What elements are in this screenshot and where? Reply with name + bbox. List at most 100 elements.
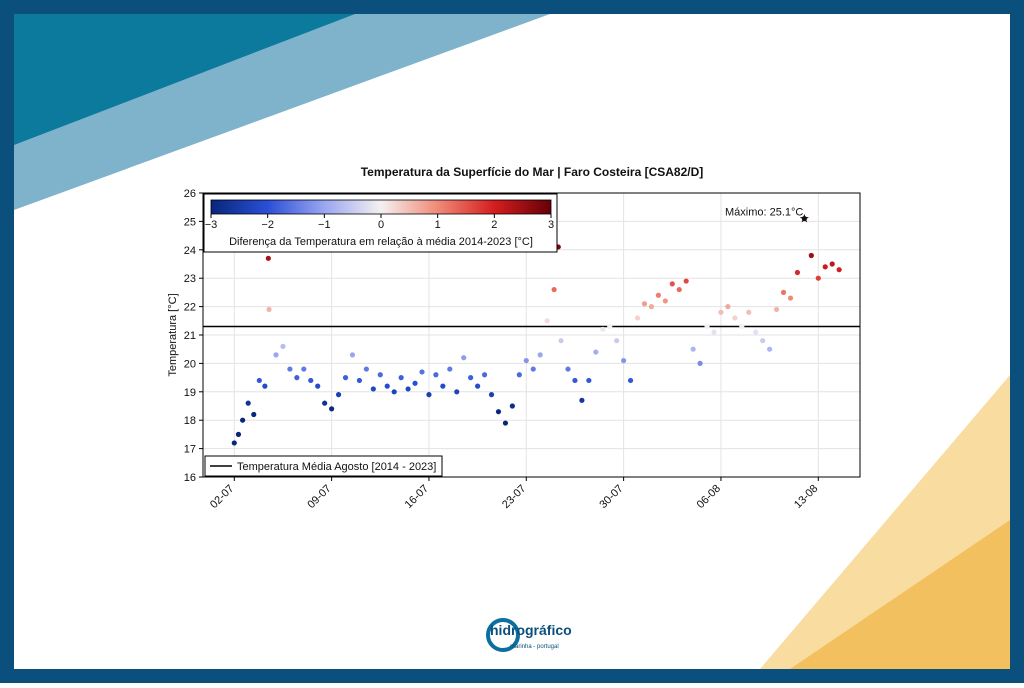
point — [836, 267, 842, 273]
decor — [790, 520, 1010, 669]
point — [794, 269, 801, 276]
colorbar-label: Diferença da Temperatura em relação à mé… — [229, 236, 533, 248]
point — [266, 306, 272, 313]
point — [398, 375, 404, 381]
point — [426, 392, 432, 398]
point — [475, 383, 481, 389]
point — [419, 369, 425, 375]
y-tick-label: 26 — [184, 188, 196, 200]
y-axis-label: Temperatura [°C] — [167, 293, 179, 376]
point — [356, 377, 363, 384]
logo-tagline: marinha - portugal — [510, 644, 559, 650]
point — [801, 215, 807, 222]
point — [655, 292, 661, 298]
point — [329, 406, 335, 412]
point — [405, 386, 411, 392]
point — [537, 352, 543, 358]
point — [829, 261, 835, 267]
point — [363, 366, 369, 372]
decor — [14, 14, 355, 145]
point — [607, 323, 613, 330]
point — [600, 326, 606, 332]
colorbar-tick-label: 1 — [435, 219, 441, 231]
point — [558, 338, 564, 344]
point — [440, 383, 446, 389]
point — [370, 386, 376, 392]
point — [273, 352, 279, 358]
point — [697, 360, 703, 366]
point — [433, 372, 439, 378]
point — [342, 375, 349, 381]
point — [551, 286, 557, 293]
logo-name: hidrográfico — [490, 622, 572, 638]
point — [683, 278, 689, 284]
point — [780, 289, 787, 295]
point — [565, 366, 571, 372]
point — [256, 377, 262, 384]
point — [614, 338, 620, 344]
point — [235, 431, 242, 437]
y-tick-label: 18 — [184, 415, 196, 427]
point — [753, 329, 759, 335]
point — [648, 304, 655, 310]
point — [412, 380, 418, 386]
y-tick-label: 17 — [184, 444, 196, 456]
point — [808, 252, 814, 259]
colorbar — [210, 199, 552, 215]
point — [690, 346, 696, 352]
point — [481, 372, 488, 378]
y-tick-label: 24 — [184, 245, 196, 257]
point — [593, 349, 599, 355]
point — [516, 372, 522, 378]
point — [732, 315, 738, 321]
point — [468, 375, 474, 381]
colorbar-tick-label: −2 — [261, 219, 274, 231]
y-tick-label: 16 — [184, 472, 196, 484]
point — [725, 304, 731, 310]
point — [711, 329, 717, 335]
legend-label: Temperatura Média Agosto [2014 - 2023] — [237, 461, 436, 473]
point — [669, 281, 675, 287]
colorbar-tick-label: 3 — [548, 219, 554, 231]
y-tick-label: 25 — [184, 216, 196, 228]
colorbar-tick-label: −1 — [318, 219, 331, 231]
point — [315, 383, 321, 389]
y-tick-label: 19 — [184, 387, 196, 399]
y-tick-label: 21 — [184, 330, 196, 342]
point — [322, 400, 328, 406]
point — [245, 400, 251, 406]
point — [251, 411, 257, 418]
point — [349, 352, 356, 358]
plot-border — [202, 192, 861, 478]
point — [815, 275, 821, 281]
point — [523, 357, 529, 364]
y-tick-label: 23 — [184, 273, 196, 285]
point — [787, 295, 794, 301]
point — [454, 389, 460, 395]
point — [822, 264, 828, 270]
point — [641, 301, 648, 307]
logo-icon — [486, 618, 520, 652]
point — [488, 392, 495, 398]
colorbar-tick-label: 2 — [491, 219, 497, 231]
point — [621, 357, 627, 364]
point — [287, 366, 293, 372]
point — [231, 440, 237, 446]
point — [301, 366, 307, 372]
point — [773, 306, 780, 313]
chart-title: Temperatura da Superfície do Mar | Faro … — [361, 165, 704, 179]
point — [746, 309, 752, 315]
point — [767, 346, 773, 352]
point — [262, 383, 268, 389]
point — [495, 409, 502, 415]
point — [280, 343, 286, 349]
point — [627, 377, 634, 384]
point — [391, 389, 397, 395]
point — [739, 323, 745, 330]
point — [308, 377, 314, 384]
point — [447, 366, 453, 372]
point — [335, 392, 342, 398]
point — [265, 255, 271, 261]
point — [586, 377, 592, 384]
